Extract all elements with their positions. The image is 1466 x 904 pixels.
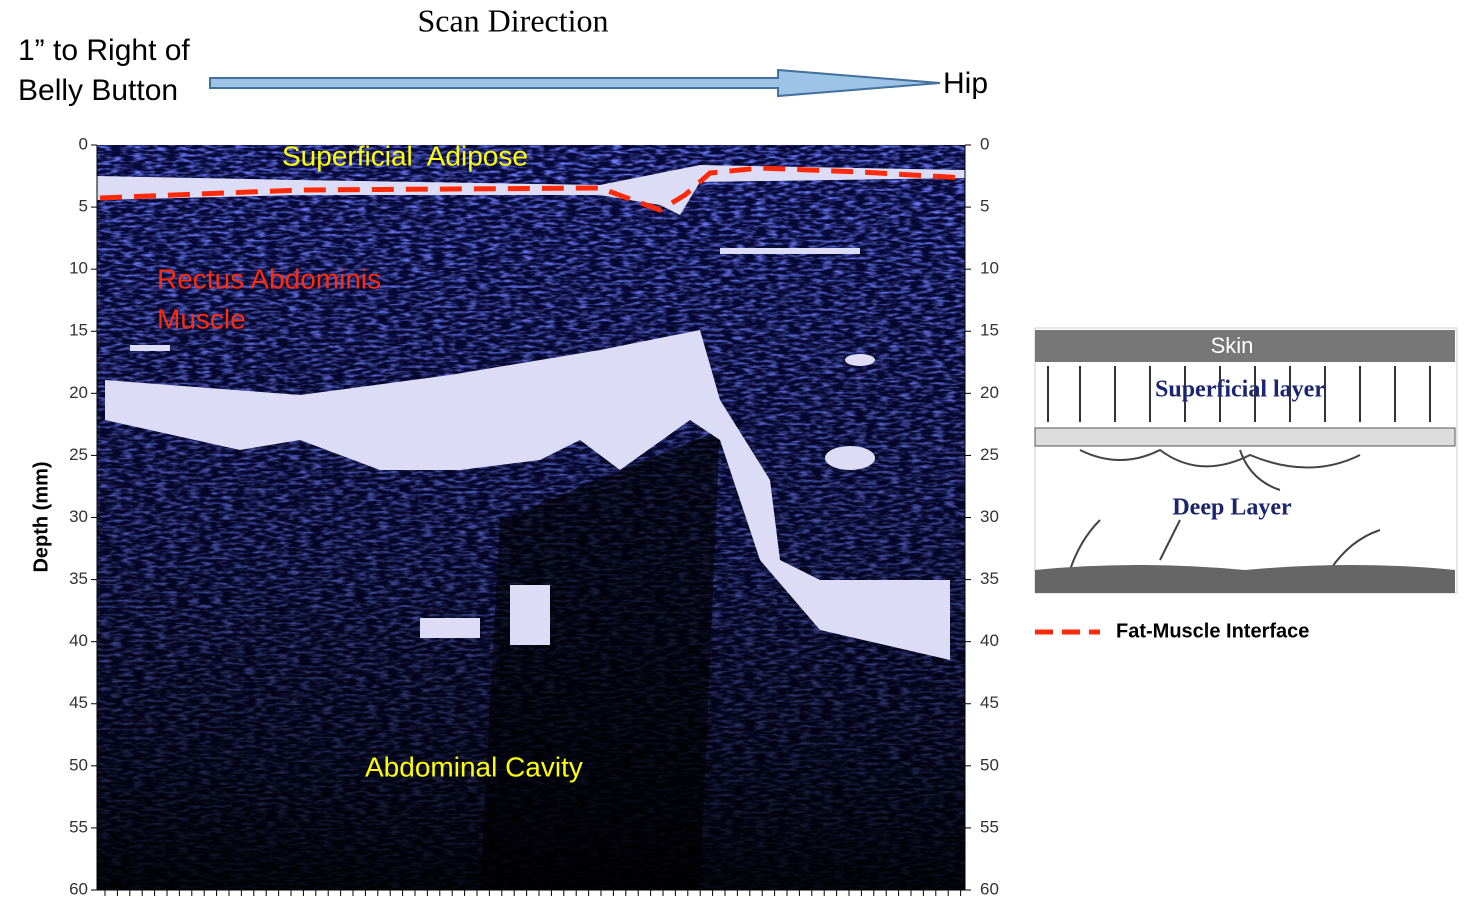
y-tick-label: 60: [69, 879, 88, 898]
legend-label: Fat-Muscle Interface: [1116, 620, 1309, 642]
fat-diagram: [1034, 327, 1458, 594]
y-tick-label: 40: [980, 631, 999, 650]
y-tick-label: 15: [980, 321, 999, 340]
scan-arrow: [209, 68, 941, 98]
annotation: Abdominal Cavity: [365, 751, 583, 782]
annotation: Superficial Adipose: [282, 140, 528, 171]
annotation: Rectus Abdominis: [157, 263, 381, 294]
y-tick-label: 40: [69, 631, 88, 650]
y-tick-label: 45: [980, 693, 999, 712]
y-tick-label: 5: [79, 197, 88, 216]
y-tick-label: 35: [69, 569, 88, 588]
y-tick-label: 30: [980, 507, 999, 526]
y-tick-label: 10: [980, 259, 999, 278]
y-tick-label: 30: [69, 507, 88, 526]
y-tick-label: 35: [980, 569, 999, 588]
ultrasound-image: [97, 145, 966, 890]
y-axis-label: Depth (mm): [30, 461, 52, 572]
y-tick-label: 10: [69, 259, 88, 278]
y-tick-label: 5: [980, 197, 989, 216]
annotation: Muscle: [157, 303, 246, 334]
y-tick-label: 0: [980, 134, 989, 153]
y-tick-label: 25: [69, 445, 88, 464]
y-tick-label: 25: [980, 445, 999, 464]
fat-muscle-interface: [99, 165, 966, 213]
y-tick-label: 50: [980, 755, 999, 774]
end-label: Hip: [943, 67, 988, 100]
diagram-label: Deep Layer: [1172, 495, 1292, 521]
diagram-label: Skin: [1211, 333, 1254, 358]
y-tick-label: 15: [69, 321, 88, 340]
y-tick-label: 55: [980, 817, 999, 836]
y-tick-label: 50: [69, 755, 88, 774]
y-tick-label: 20: [69, 383, 88, 402]
y-tick-label: 60: [980, 879, 999, 898]
y-tick-label: 45: [69, 693, 88, 712]
diagram-label: Superficial layer: [1155, 377, 1325, 403]
start-label: 1” to Right of: [18, 34, 190, 67]
y-tick-label: 0: [79, 134, 88, 153]
y-tick-label: 55: [69, 817, 88, 836]
scan-direction: Scan Direction: [417, 2, 608, 38]
y-tick-label: 20: [980, 383, 999, 402]
start-label: Belly Button: [18, 74, 178, 107]
